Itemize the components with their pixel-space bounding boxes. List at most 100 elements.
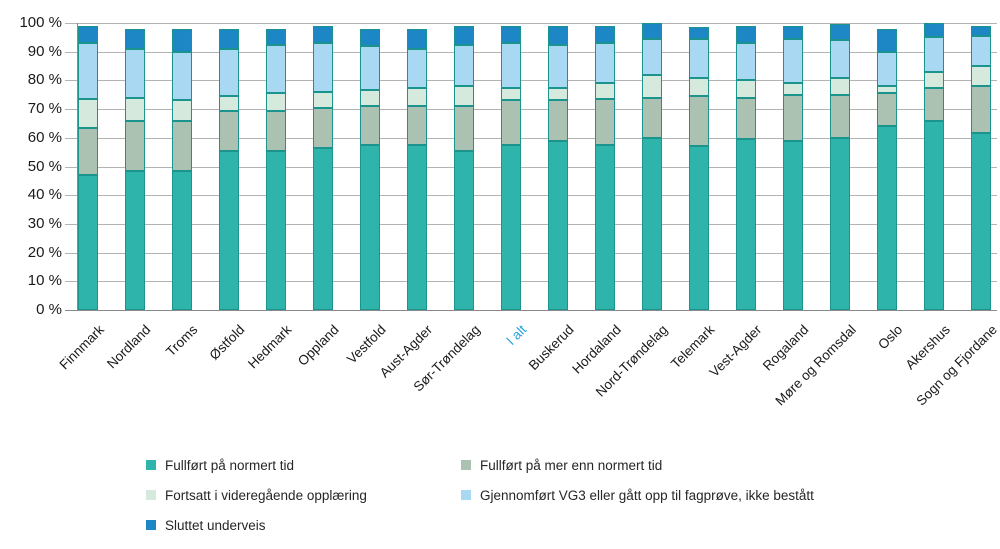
bar-segment bbox=[407, 144, 427, 310]
gridline bbox=[65, 166, 997, 168]
bar-segment bbox=[172, 28, 192, 52]
bar-segment bbox=[78, 99, 98, 128]
bar-segment bbox=[313, 25, 333, 44]
bar-segment bbox=[924, 120, 944, 310]
legend-swatch-fortsatt bbox=[146, 490, 156, 500]
bar-segment bbox=[595, 43, 615, 84]
bar-segment bbox=[313, 147, 333, 310]
bar-segment bbox=[313, 91, 333, 108]
bar-segment bbox=[689, 38, 709, 78]
bar-segment bbox=[266, 110, 286, 151]
bar-segment bbox=[689, 146, 709, 310]
bar-segment bbox=[971, 25, 991, 36]
bar-segment bbox=[877, 93, 897, 127]
bar-segment bbox=[125, 170, 145, 310]
bar-segment bbox=[266, 150, 286, 310]
bar-segment bbox=[595, 99, 615, 145]
bar-segment bbox=[971, 35, 991, 67]
legend-item-gjennomfort-vg3: Gjennomført VG3 eller gått opp til fagpr… bbox=[461, 486, 814, 504]
y-tick-label: 30 % bbox=[27, 214, 62, 232]
bar-segment bbox=[125, 97, 145, 121]
gridline bbox=[65, 310, 997, 311]
y-tick-label: 20 % bbox=[27, 243, 62, 261]
bar-segment bbox=[689, 96, 709, 147]
legend-swatch-fullfort-normert bbox=[146, 460, 156, 470]
bar-segment bbox=[501, 25, 521, 44]
bar-segment bbox=[548, 87, 568, 101]
legend-label: Fullført på mer enn normert tid bbox=[480, 457, 663, 473]
y-tick-label: 50 % bbox=[27, 157, 62, 175]
gridline bbox=[65, 195, 997, 197]
x-axis-label: Troms bbox=[163, 322, 201, 360]
legend-item-fullfort-normert: Fullført på normert tid bbox=[146, 456, 294, 474]
y-tick-label: 40 % bbox=[27, 186, 62, 204]
x-axis-label: Sogn og Fjordane bbox=[913, 322, 1000, 409]
bar-segment bbox=[924, 87, 944, 121]
bar-segment bbox=[971, 133, 991, 310]
y-tick-label: 0 % bbox=[36, 301, 62, 318]
bar-segment bbox=[360, 144, 380, 310]
bar-segment bbox=[501, 144, 521, 310]
bar-segment bbox=[736, 25, 756, 44]
bar-segment bbox=[736, 97, 756, 140]
x-axis-label: Oslo bbox=[875, 322, 906, 353]
y-tick-label: 10 % bbox=[27, 272, 62, 290]
x-axis-label: I alt bbox=[503, 322, 530, 348]
bar-segment bbox=[360, 45, 380, 91]
bar-segment bbox=[501, 100, 521, 145]
bar-segment bbox=[736, 43, 756, 81]
bar-segment bbox=[125, 48, 145, 98]
bar-segment bbox=[454, 150, 474, 310]
bar-segment bbox=[924, 37, 944, 72]
gridline bbox=[65, 23, 997, 24]
plot-area bbox=[65, 23, 997, 311]
bar-segment bbox=[830, 94, 850, 138]
bar-segment bbox=[642, 137, 662, 310]
bar-segment bbox=[313, 107, 333, 148]
bar-segment bbox=[830, 40, 850, 78]
legend-swatch-gjennomfort-vg3 bbox=[461, 490, 471, 500]
bar-segment bbox=[595, 144, 615, 310]
bar-segment bbox=[642, 97, 662, 138]
bar-segment bbox=[689, 77, 709, 97]
y-axis-line bbox=[77, 23, 78, 310]
x-axis-label: Vestfold bbox=[344, 322, 389, 367]
bar-segment bbox=[454, 25, 474, 45]
x-axis-label: Oppland bbox=[294, 322, 342, 369]
bar-segment bbox=[971, 86, 991, 134]
legend-item-fullfort-mer-enn: Fullført på mer enn normert tid bbox=[461, 456, 662, 474]
bar-segment bbox=[266, 93, 286, 111]
bar-segment bbox=[548, 25, 568, 45]
legend-item-fortsatt: Fortsatt i videregående opplæring bbox=[146, 486, 367, 504]
bar-segment bbox=[595, 83, 615, 100]
x-axis-label: Nordland bbox=[104, 322, 154, 372]
gridline bbox=[65, 137, 997, 139]
bar-segment bbox=[125, 28, 145, 49]
bar-segment bbox=[78, 127, 98, 176]
bar-segment bbox=[548, 100, 568, 141]
bar-segment bbox=[783, 83, 803, 95]
bar-segment bbox=[783, 38, 803, 84]
bar-segment bbox=[736, 80, 756, 98]
bar-segment bbox=[454, 44, 474, 87]
gridline bbox=[65, 51, 997, 53]
bar-segment bbox=[78, 43, 98, 100]
bar-segment bbox=[924, 71, 944, 88]
bar-segment bbox=[219, 96, 239, 111]
bar-segment bbox=[501, 43, 521, 88]
legend-label: Fortsatt i videregående opplæring bbox=[165, 487, 367, 503]
bar-segment bbox=[830, 77, 850, 95]
bar-segment bbox=[78, 25, 98, 44]
bar-segment bbox=[595, 25, 615, 44]
bar-segment bbox=[360, 90, 380, 107]
bar-segment bbox=[548, 44, 568, 88]
bar-segment bbox=[454, 106, 474, 151]
bar-segment bbox=[313, 43, 333, 92]
legend-swatch-sluttet bbox=[146, 520, 156, 530]
bar-segment bbox=[219, 150, 239, 310]
legend-swatch-fullfort-mer-enn bbox=[461, 460, 471, 470]
bar-segment bbox=[736, 139, 756, 310]
bar-segment bbox=[548, 140, 568, 310]
legend-label: Gjennomført VG3 eller gått opp til fagpr… bbox=[480, 487, 814, 503]
